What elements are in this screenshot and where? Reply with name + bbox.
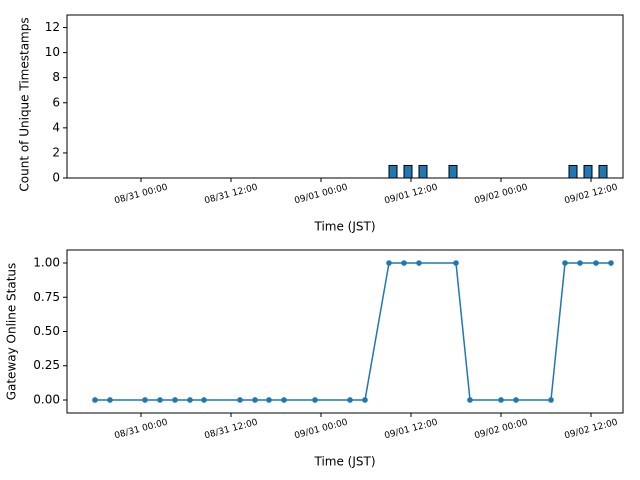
x-tick-label: 09/01 12:00 <box>383 182 439 206</box>
bar <box>583 164 593 179</box>
point <box>548 397 554 403</box>
point <box>467 397 473 403</box>
bar <box>448 164 458 179</box>
y-tick-label: 4 <box>52 120 60 134</box>
point <box>562 260 568 266</box>
point <box>577 260 583 266</box>
y-tick-label: 2 <box>52 145 60 159</box>
x-tick-label: 08/31 00:00 <box>113 417 169 441</box>
point <box>401 260 407 266</box>
y-tick-label: 0.25 <box>33 358 60 372</box>
y-axis-label: Count of Unique Timestamps <box>18 17 32 191</box>
point <box>266 397 272 403</box>
point <box>498 397 504 403</box>
plot-frame <box>66 14 624 179</box>
x-tick-label: 09/02 12:00 <box>563 417 619 441</box>
point <box>252 397 258 403</box>
y-tick-label: 6 <box>52 95 60 109</box>
bar <box>388 164 398 179</box>
point <box>362 397 368 403</box>
y-tick-label: 8 <box>52 70 60 84</box>
point <box>386 260 392 266</box>
bar <box>598 164 608 179</box>
y-tick-label: 0.00 <box>33 392 60 406</box>
y-tick-label: 1.00 <box>33 256 60 270</box>
y-tick-label: 0 <box>52 171 60 185</box>
y-tick-label: 0.50 <box>33 324 60 338</box>
point <box>593 260 599 266</box>
point <box>237 397 243 403</box>
point <box>608 260 614 266</box>
point <box>513 397 519 403</box>
y-tick-label: 0.75 <box>33 290 60 304</box>
x-tick-label: 08/31 12:00 <box>203 417 259 441</box>
y-tick-label: 12 <box>45 20 60 34</box>
point <box>172 397 178 403</box>
bar <box>403 164 413 179</box>
x-tick-label: 09/01 00:00 <box>293 417 349 441</box>
x-tick-label: 08/31 00:00 <box>113 182 169 206</box>
x-axis-label: Time (JST) <box>313 220 375 234</box>
point <box>157 397 163 403</box>
point <box>201 397 207 403</box>
point <box>107 397 113 403</box>
line <box>95 262 611 401</box>
bar <box>418 164 428 179</box>
point <box>92 397 98 403</box>
x-tick-label: 09/02 12:00 <box>563 182 619 206</box>
point <box>187 397 193 403</box>
x-tick-label: 08/31 12:00 <box>203 182 259 206</box>
plot-frame <box>66 249 624 414</box>
point <box>142 397 148 403</box>
point <box>416 260 422 266</box>
x-tick-label: 09/02 00:00 <box>473 182 529 206</box>
x-tick-label: 09/01 00:00 <box>293 182 349 206</box>
bar <box>568 164 578 179</box>
y-tick-label: 10 <box>45 45 60 59</box>
point <box>347 397 353 403</box>
x-axis-label: Time (JST) <box>313 455 375 469</box>
y-axis-label: Gateway Online Status <box>5 263 19 401</box>
point <box>453 260 459 266</box>
x-tick-label: 09/01 12:00 <box>383 417 439 441</box>
point <box>281 397 287 403</box>
point <box>312 397 318 403</box>
x-tick-label: 09/02 00:00 <box>473 417 529 441</box>
